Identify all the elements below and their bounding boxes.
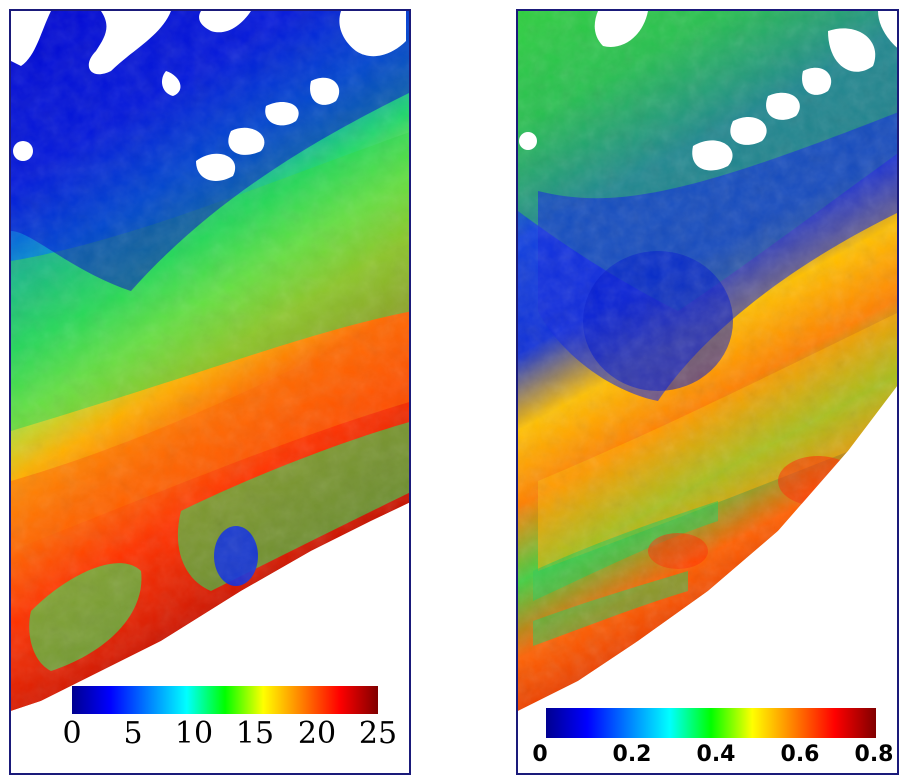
map-panel-left bbox=[9, 9, 411, 775]
colorbar-gradient-left bbox=[72, 686, 378, 714]
map-image-right bbox=[518, 11, 897, 773]
colorbar-tick-right: 0.4 bbox=[696, 742, 736, 767]
colorbar-tick-right: 0.6 bbox=[780, 742, 820, 767]
colorbar-gradient-right bbox=[546, 708, 876, 738]
colorbar-tick-right: 0 bbox=[532, 742, 548, 767]
colorbar-tick-right: 0.8 bbox=[854, 742, 894, 767]
colorbar-tick-left: 15 bbox=[235, 716, 275, 751]
colorbar-tick-left: 20 bbox=[297, 716, 337, 751]
colorbar-right: 0 0.2 0.4 0.6 0.8 bbox=[532, 708, 893, 777]
colorbar-tick-left: 10 bbox=[174, 716, 214, 751]
colorbar-tick-left: 25 bbox=[358, 716, 398, 751]
colorbar-tick-left: 5 bbox=[123, 716, 143, 751]
colorbar-tick-right: 0.2 bbox=[612, 742, 652, 767]
colorbar-left: 0 5 10 15 20 25 bbox=[62, 686, 397, 756]
map-panel-right bbox=[516, 9, 899, 775]
map-image-left bbox=[11, 11, 409, 773]
colorbar-tick-left: 0 bbox=[62, 716, 82, 751]
